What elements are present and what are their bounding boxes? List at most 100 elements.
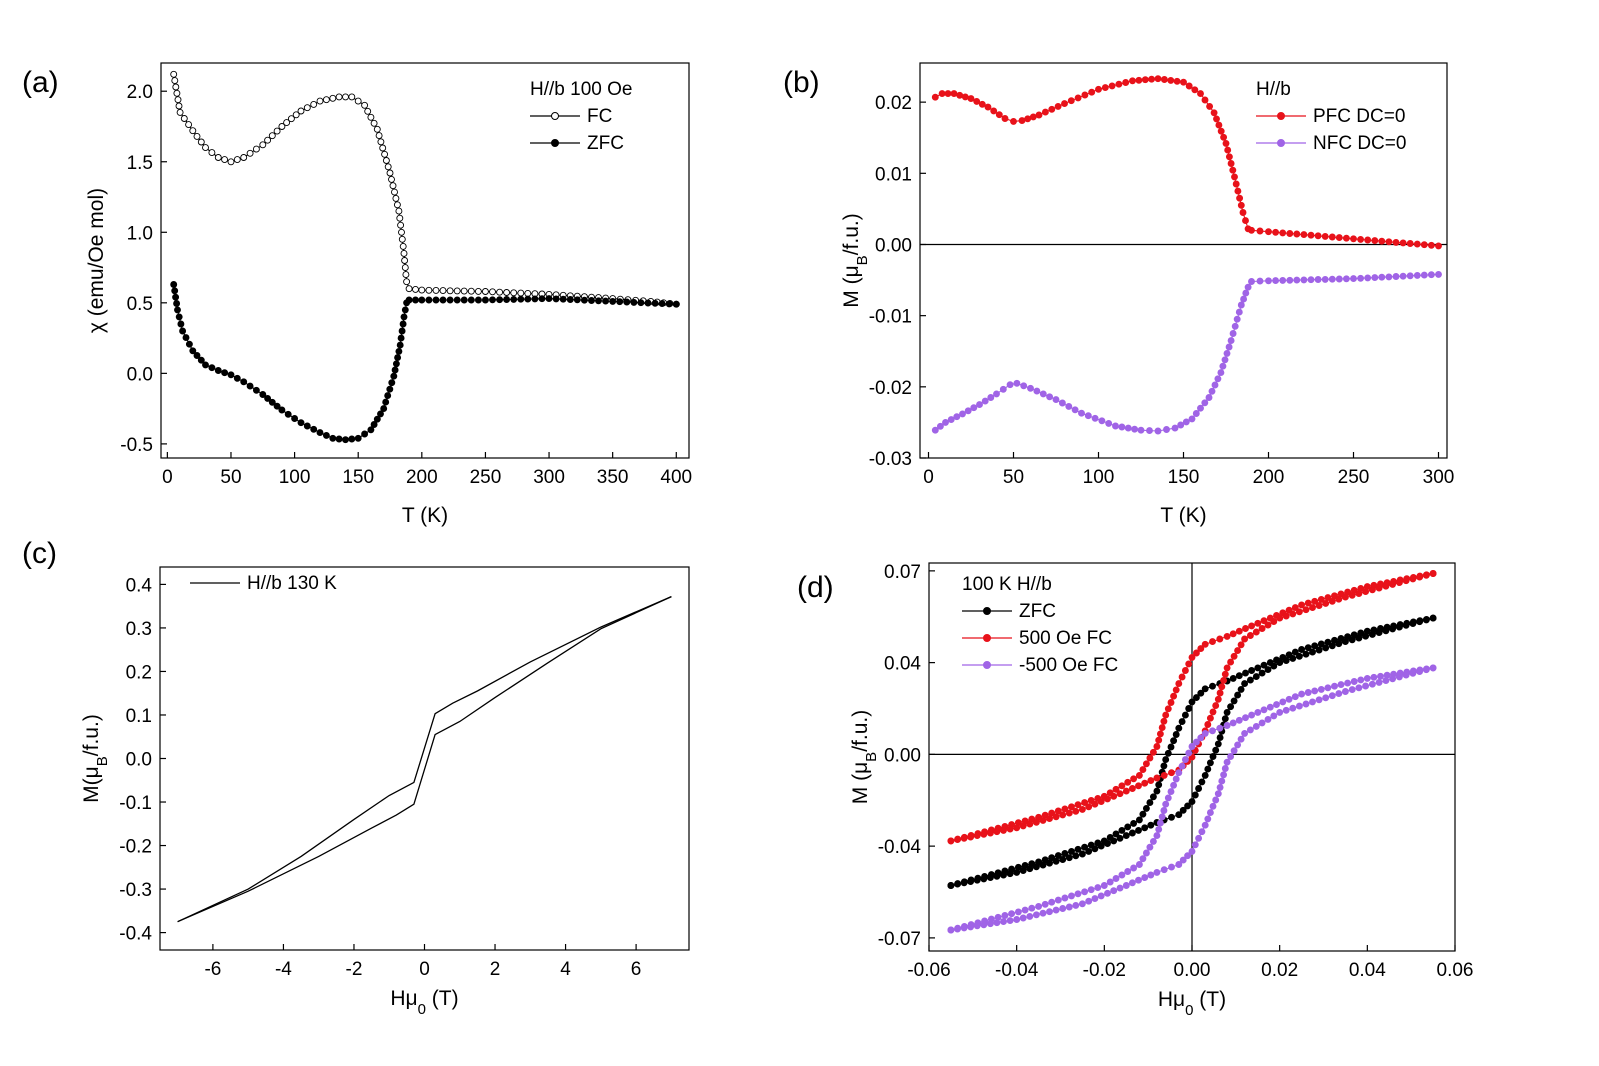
x-tick-label-b: 200	[1253, 467, 1285, 488]
x-tick-label-b: 150	[1168, 467, 1200, 488]
data-point-d-1-desc	[1235, 627, 1243, 635]
data-point-a-0	[364, 107, 372, 115]
y-axis-label-c-tail: /f.u.)	[80, 714, 103, 756]
data-point-d-0-asc	[1212, 746, 1220, 754]
data-point-d-0-asc	[1252, 673, 1260, 681]
data-point-b-0	[1392, 238, 1400, 246]
data-point-d-2-desc	[1048, 898, 1056, 906]
data-point-a-1	[297, 419, 305, 427]
data-point-b-1	[993, 390, 1000, 398]
data-point-b-1	[1013, 379, 1021, 387]
data-point-a-1	[273, 402, 281, 410]
data-point-a-0	[412, 285, 419, 293]
data-point-a-1	[399, 320, 407, 328]
data-point-a-0	[227, 158, 235, 166]
data-point-a-0	[373, 125, 381, 133]
data-point-a-1	[189, 347, 197, 355]
data-point-b-1	[1039, 390, 1047, 398]
data-point-b-1	[1392, 273, 1400, 280]
data-point-a-0	[208, 149, 216, 157]
data-point-d-2-desc	[1156, 819, 1164, 827]
data-point-b-0	[1427, 241, 1435, 249]
data-point-b-1	[1300, 276, 1308, 284]
data-point-b-1	[1084, 412, 1092, 420]
data-point-a-1	[373, 415, 381, 423]
data-point-d-1-asc	[1091, 800, 1099, 808]
data-point-d-2-asc	[1422, 666, 1430, 674]
x-tick-label-c: -4	[275, 959, 292, 980]
data-point-a-1	[398, 327, 406, 335]
data-point-a-1	[185, 340, 193, 348]
data-point-d-0-asc	[1375, 629, 1383, 637]
data-point-d-1-desc	[1229, 630, 1237, 638]
data-point-d-1-desc	[1304, 599, 1312, 607]
data-point-d-1-asc	[1168, 769, 1175, 777]
data-point-d-0-desc	[1074, 845, 1082, 853]
data-point-d-2-asc	[1223, 758, 1231, 766]
data-point-a-1	[370, 421, 378, 428]
data-point-b-0	[1217, 127, 1225, 135]
data-point-d-2-asc	[1429, 664, 1437, 672]
data-point-a-0	[370, 119, 378, 127]
data-point-d-1-asc	[1078, 805, 1086, 813]
data-point-d-2-asc	[1258, 719, 1266, 727]
data-point-d-2-asc	[1195, 834, 1203, 842]
data-point-d-2-asc	[1214, 790, 1222, 798]
x-tick-label-d: -0.04	[995, 960, 1039, 981]
data-point-b-0	[1067, 97, 1075, 105]
x-axis-label-d-main: Hμ	[1158, 988, 1185, 1011]
legend-entry-d-1: 500 Oe FC	[1019, 628, 1112, 649]
data-point-a-1	[386, 385, 394, 393]
data-point-d-0-asc	[1091, 845, 1099, 853]
data-point-d-1-asc	[1362, 588, 1370, 596]
legend-swatch-marker-a-1	[551, 139, 559, 147]
data-point-a-1	[173, 300, 181, 307]
series-line-c-0	[177, 596, 672, 923]
data-point-b-1	[1214, 375, 1222, 383]
x-tick-label-a: 300	[533, 467, 565, 488]
data-point-b-1	[959, 410, 966, 418]
data-point-a-0	[403, 278, 411, 286]
data-point-d-1-asc	[1223, 664, 1231, 672]
data-point-d-0-asc	[1282, 657, 1290, 664]
series-line-b-1	[934, 273, 1439, 432]
data-point-d-2-asc	[1395, 673, 1403, 681]
data-point-a-1	[418, 296, 426, 304]
legend-swatch-marker-d-2	[983, 661, 991, 669]
data-point-a-1	[665, 300, 673, 308]
data-point-b-0	[1342, 234, 1350, 242]
data-point-d-0-desc	[1130, 819, 1138, 827]
data-point-a-1	[246, 382, 254, 390]
data-point-d-2-desc	[1216, 724, 1224, 732]
data-point-d-2-desc	[1181, 756, 1189, 764]
data-point-d-2-asc	[1382, 677, 1390, 685]
data-point-a-0	[233, 156, 241, 164]
data-point-d-0-asc	[993, 872, 1001, 880]
data-point-a-0	[259, 141, 267, 149]
y-axis-label-c-main: M(μ	[80, 766, 103, 803]
data-point-b-1	[1272, 277, 1280, 285]
data-point-d-0-desc	[1081, 843, 1089, 851]
data-point-d-2-asc	[1153, 868, 1161, 876]
data-point-d-0-asc	[1206, 759, 1214, 767]
data-point-d-0-asc	[1409, 620, 1417, 627]
data-point-b-0	[1229, 166, 1237, 174]
data-point-d-1-asc	[1019, 822, 1027, 830]
panel-label-a: (a)	[22, 66, 59, 99]
data-point-d-2-desc	[1235, 716, 1243, 724]
x-tick-label-d: -0.02	[1083, 960, 1126, 981]
data-point-b-1	[1265, 277, 1272, 285]
x-axis-label-c-main: Hμ	[390, 987, 417, 1010]
data-point-d-0-desc	[1124, 823, 1132, 831]
data-point-d-2-asc	[1204, 815, 1212, 823]
data-point-b-1	[1124, 424, 1132, 432]
data-point-d-2-desc	[1172, 775, 1180, 783]
data-point-d-0-asc	[973, 876, 981, 884]
data-point-b-0	[1154, 75, 1162, 83]
data-point-b-1	[1112, 422, 1119, 430]
data-point-a-1	[616, 298, 624, 306]
data-point-d-2-desc	[1357, 676, 1365, 684]
x-tick-label-a: 150	[342, 467, 374, 488]
data-point-a-0	[170, 70, 178, 78]
data-point-b-1	[1027, 384, 1034, 392]
